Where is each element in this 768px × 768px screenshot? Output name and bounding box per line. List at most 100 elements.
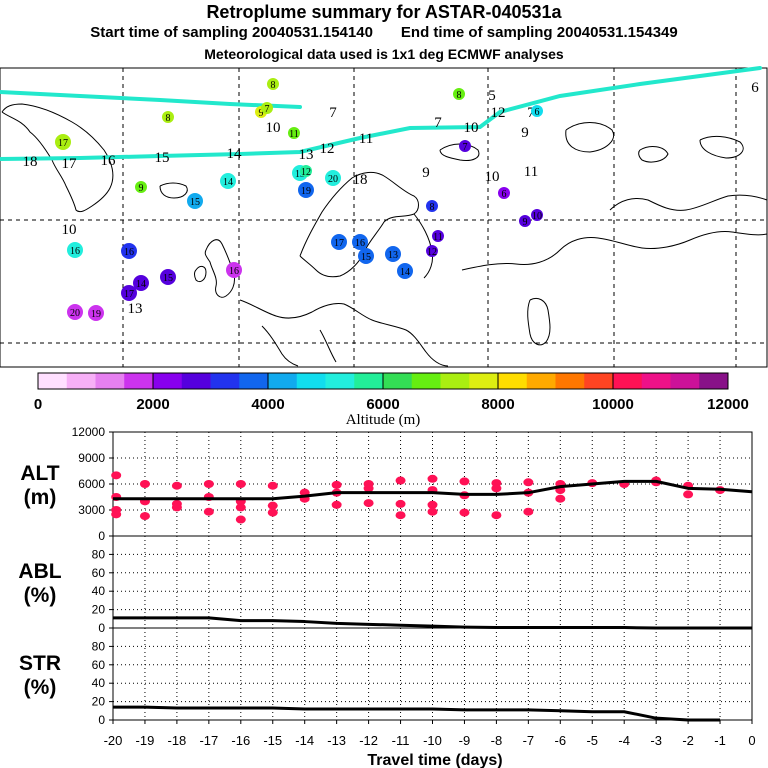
cluster-label: 11 xyxy=(433,232,443,243)
colorbar-cell xyxy=(584,373,614,389)
cluster-marker xyxy=(331,234,347,250)
cluster-marker xyxy=(300,165,312,177)
x-axis-title: Travel time (days) xyxy=(367,752,502,768)
scatter-point xyxy=(427,500,438,509)
map-gridlines xyxy=(0,68,767,367)
cluster-label: 5 xyxy=(488,88,496,104)
cluster-marker xyxy=(187,193,203,209)
colorbar-tick-label: 2000 xyxy=(136,396,169,413)
cluster-label: 8 xyxy=(430,202,435,213)
x-tick-label: -13 xyxy=(327,733,346,748)
cluster-marker xyxy=(498,187,510,199)
page-title: Retroplume summary for ASTAR-040531a xyxy=(206,2,562,22)
scatter-point xyxy=(203,507,214,516)
scatter-point xyxy=(139,480,150,488)
cluster-label: 11 xyxy=(289,129,299,140)
cluster-label: 16 xyxy=(355,238,365,249)
cluster-label: 11 xyxy=(359,131,373,147)
cluster-marker xyxy=(397,263,413,279)
colorbar-cell xyxy=(95,373,125,389)
x-axis: -20 -19 -18 -17 -16 -15 -14 -13 -12 -11 -10 -9 -8 -7-… xyxy=(104,720,756,748)
trajectory-upper xyxy=(0,90,302,109)
cluster-marker xyxy=(121,285,137,301)
x-tick-label: -6 xyxy=(555,733,567,748)
cluster-label: 16 xyxy=(70,246,80,257)
scatter-point xyxy=(171,481,182,490)
iceland-coast xyxy=(159,182,188,199)
series-line xyxy=(113,705,721,722)
x-tick-label: -9 xyxy=(459,733,471,748)
scatter-point xyxy=(395,511,406,520)
x-tick-label: -12 xyxy=(359,733,378,748)
cluster-label: 6 xyxy=(535,107,540,118)
cluster-marker xyxy=(453,88,465,100)
series-line xyxy=(113,616,752,630)
cluster-marker xyxy=(121,243,137,259)
cluster-label: 12 xyxy=(491,105,506,121)
scatter-point xyxy=(171,503,182,512)
y-axis-label: ABL xyxy=(18,560,61,583)
scatter-point xyxy=(523,507,534,516)
scatter-point xyxy=(363,499,374,508)
cluster-marker xyxy=(298,182,314,198)
scatter-point xyxy=(139,512,150,521)
cluster-label: 12 xyxy=(427,247,437,258)
scatter-point xyxy=(427,507,438,516)
colorbar-cell xyxy=(296,373,326,389)
colorbar-cell xyxy=(325,373,355,389)
y-tick-label: 9000 xyxy=(78,451,105,465)
colorbar-tick-label: 4000 xyxy=(251,396,284,413)
cluster-label: 17 xyxy=(334,238,344,249)
cluster-marker xyxy=(67,304,83,320)
y-tick-label: 60 xyxy=(92,658,106,672)
altitude-colorbar: 0 2000 4000 6000 8000 10000 12000 Altitude (m) xyxy=(34,372,749,428)
coastlines xyxy=(1,103,768,367)
cluster-label: 6 xyxy=(502,189,507,200)
cluster-label: 17 xyxy=(62,156,78,172)
cluster-label: 14 xyxy=(400,267,410,278)
cluster-label: 15 xyxy=(361,252,371,263)
scatter-point xyxy=(491,511,502,520)
cluster-marker xyxy=(459,140,471,152)
cluster-label: 13 xyxy=(388,250,398,261)
scatter-point xyxy=(267,481,278,490)
colorbar-cell xyxy=(354,373,384,389)
y-axis-label: STR xyxy=(19,652,61,675)
scatter-point xyxy=(235,480,246,488)
y-tick-label: 0 xyxy=(98,621,105,635)
scatter-point xyxy=(267,508,278,517)
cluster-label: 8 xyxy=(166,113,171,124)
colorbar-cell xyxy=(239,373,269,389)
scatter-point xyxy=(331,500,342,509)
scatter-point xyxy=(395,499,406,508)
colorbar-cell xyxy=(181,373,211,389)
cluster-label: 16 xyxy=(229,266,239,277)
scatter-point xyxy=(683,490,694,499)
scatter-point xyxy=(459,477,470,486)
y-tick-label: 12000 xyxy=(72,425,106,439)
scatter-point xyxy=(491,484,502,493)
scatter-point xyxy=(267,501,278,510)
scatter-point xyxy=(111,510,122,519)
scatter-point xyxy=(203,480,214,488)
x-tick-label: -5 xyxy=(586,733,598,748)
sampling-times: Start time of sampling 20040531.154140 En… xyxy=(0,24,768,41)
x-tick-label: -4 xyxy=(618,733,630,748)
colorbar-tick-label: 12000 xyxy=(707,396,749,413)
met-data-note: Meteorological data used is 1x1 deg ECMW… xyxy=(204,46,564,62)
panel-alt: 0 3000 6000 9000 12000 ALT(m) xyxy=(20,425,753,543)
cluster-marker xyxy=(133,275,149,291)
cluster-label: 12 xyxy=(320,141,335,157)
caspian-coast xyxy=(527,297,551,346)
scatter-point xyxy=(235,515,246,524)
cluster-marker xyxy=(67,242,83,258)
cluster-label: 10 xyxy=(485,169,500,185)
cluster-label: 17 xyxy=(58,138,68,149)
x-tick-label: -8 xyxy=(491,733,503,748)
cluster-label: 7 xyxy=(329,105,337,121)
cluster-label: 18 xyxy=(353,172,368,188)
arctic-islands-coast xyxy=(439,122,744,163)
cluster-label: 17 xyxy=(124,289,134,300)
cluster-marker xyxy=(288,127,300,139)
